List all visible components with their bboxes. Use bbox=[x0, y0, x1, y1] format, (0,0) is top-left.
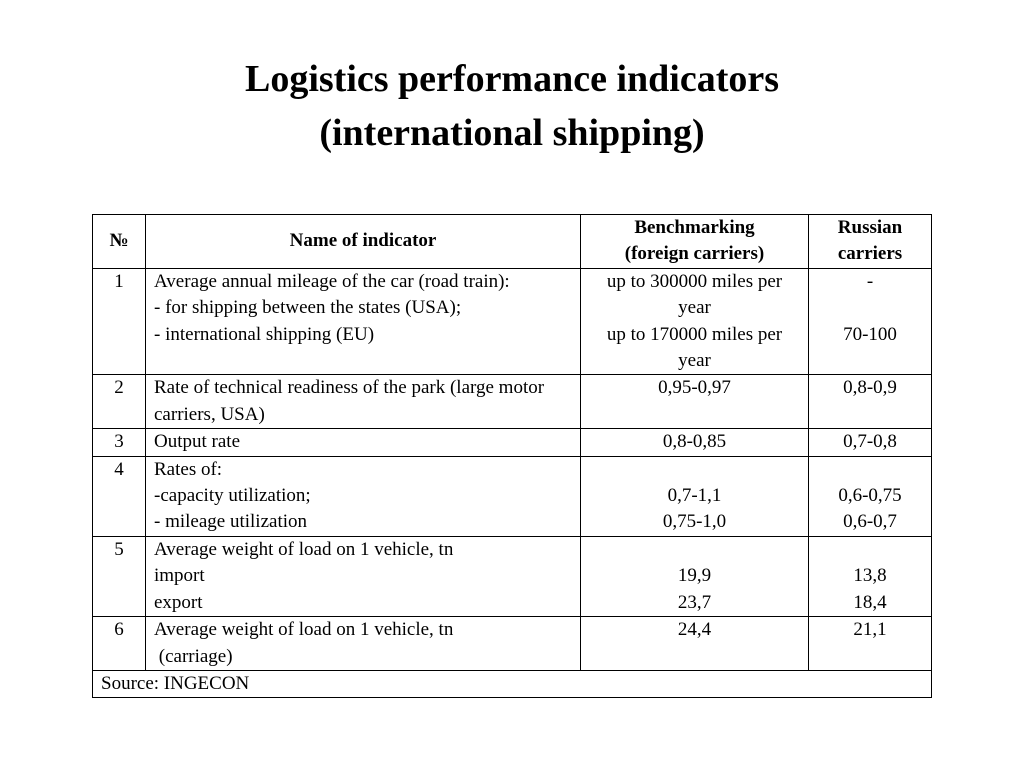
name-cell: Average weight of load on 1 vehicle, tn … bbox=[145, 535, 581, 618]
cell-line: 0,95-0,97 bbox=[658, 377, 731, 399]
cell-line: - international shipping (EU) bbox=[154, 323, 375, 345]
cell-line: up to 170000 miles per year bbox=[606, 323, 783, 372]
header-cell: Name of indicator bbox=[145, 214, 581, 269]
number-cell: 6 bbox=[92, 616, 146, 671]
cell-line: - mileage utilization bbox=[154, 511, 308, 533]
name-cell: Rate of technical readiness of the park … bbox=[145, 374, 581, 430]
cell-line: 0,6-0,75 bbox=[838, 485, 902, 507]
cell-line: (carriage) bbox=[154, 645, 233, 667]
cell-line: 0,6-0,7 bbox=[843, 511, 897, 533]
cell-line: import bbox=[154, 565, 205, 587]
cell-line: -capacity utilization; bbox=[154, 485, 311, 507]
russian-cell: - 70-100 bbox=[808, 267, 932, 376]
cell-line: Average annual mileage of the car (road … bbox=[154, 270, 510, 292]
cell-line: 19,9 bbox=[677, 565, 712, 587]
cell-line: 0,8-0,85 bbox=[662, 431, 727, 453]
name-cell: Rates of: -capacity utilization; - milea… bbox=[145, 455, 581, 537]
header-cell: Benchmarking (foreign carriers) bbox=[580, 214, 809, 269]
number-cell: 4 bbox=[92, 455, 146, 537]
benchmark-cell: up to 300000 miles per year up to 170000… bbox=[580, 267, 809, 376]
number-cell: 1 bbox=[92, 267, 146, 376]
number-cell: 5 bbox=[92, 535, 146, 618]
cell-line: 18,4 bbox=[853, 591, 887, 613]
spacer bbox=[817, 457, 923, 483]
number-cell: 2 bbox=[92, 374, 146, 430]
table-row: 1 Average annual mileage of the car (roa… bbox=[92, 267, 932, 376]
source-cell: Source: INGECON bbox=[92, 669, 932, 699]
cell-line: 70-100 bbox=[843, 323, 897, 345]
table-row: 5 Average weight of load on 1 vehicle, t… bbox=[92, 535, 932, 618]
title: Logistics performance indicators (intern… bbox=[0, 52, 1024, 160]
cell-line: 0,7-0,8 bbox=[843, 431, 897, 453]
title-line: Logistics performance indicators bbox=[244, 58, 780, 100]
russian-cell: 0,7-0,8 bbox=[808, 428, 932, 457]
table-row: 3 Output rate 0,8-0,85 0,7-0,8 bbox=[92, 428, 932, 457]
cell-line: Output rate bbox=[154, 431, 241, 453]
benchmark-cell: 0,95-0,97 bbox=[580, 374, 809, 430]
cell-line: Average weight of load on 1 vehicle, tn bbox=[154, 619, 454, 641]
title-line: (international shipping) bbox=[319, 112, 705, 154]
spacer bbox=[817, 295, 923, 321]
header-text: Name of indicator bbox=[289, 230, 437, 252]
header-text: № bbox=[109, 230, 129, 252]
cell-line: - bbox=[866, 270, 874, 292]
name-cell: Average annual mileage of the car (road … bbox=[145, 267, 581, 376]
number-cell: 3 bbox=[92, 428, 146, 457]
cell-line: 13,8 bbox=[853, 565, 887, 587]
header-text: Russian bbox=[837, 217, 903, 238]
russian-cell: 13,8 18,4 bbox=[808, 535, 932, 618]
russian-cell: 21,1 bbox=[808, 616, 932, 671]
header-cell: № bbox=[92, 214, 146, 269]
cell-line: Rates of: bbox=[154, 458, 223, 480]
benchmark-cell: 0,8-0,85 bbox=[580, 428, 809, 457]
benchmark-cell: 24,4 bbox=[580, 616, 809, 671]
benchmark-cell: 19,9 23,7 bbox=[580, 535, 809, 618]
spacer bbox=[589, 537, 800, 563]
source-row: Source: INGECON bbox=[92, 669, 932, 699]
cell-line: export bbox=[154, 591, 203, 613]
benchmark-cell: 0,7-1,1 0,75-1,0 bbox=[580, 455, 809, 537]
header-row: № Name of indicator Benchmarking (foreign… bbox=[92, 214, 932, 269]
name-cell: Average weight of load on 1 vehicle, tn … bbox=[145, 616, 581, 671]
cell-line: 0,7-1,1 bbox=[667, 485, 722, 507]
cell-line: Average weight of load on 1 vehicle, tn bbox=[154, 538, 454, 560]
name-cell: Output rate bbox=[145, 428, 581, 457]
table-row: 4 Rates of: -capacity utilization; - mil… bbox=[92, 455, 932, 537]
header-text: carriers bbox=[837, 243, 903, 265]
header-text: (foreign carriers) bbox=[624, 243, 765, 265]
indicators-table: № Name of indicator Benchmarking (foreign… bbox=[92, 214, 932, 699]
cell-line: 0,75-1,0 bbox=[662, 511, 727, 533]
russian-cell: 0,6-0,75 0,6-0,7 bbox=[808, 455, 932, 537]
spacer bbox=[817, 537, 923, 563]
cell-line: Rate of technical readiness of the park … bbox=[154, 377, 545, 425]
cell-line: up to 300000 miles per year bbox=[606, 270, 783, 319]
russian-cell: 0,8-0,9 bbox=[808, 374, 932, 430]
cell-line: - for shipping between the states (USA); bbox=[154, 297, 462, 319]
spacer bbox=[589, 457, 800, 483]
header-cell: Russian carriers bbox=[808, 214, 932, 269]
table-row: 2 Rate of technical readiness of the par… bbox=[92, 374, 932, 430]
cell-line: 24,4 bbox=[677, 619, 712, 641]
header-text: Benchmarking bbox=[634, 217, 755, 238]
cell-line: 21,1 bbox=[853, 619, 887, 641]
cell-line: 0,8-0,9 bbox=[843, 377, 897, 399]
table-row: 6 Average weight of load on 1 vehicle, t… bbox=[92, 616, 932, 671]
cell-line: 23,7 bbox=[677, 591, 712, 613]
